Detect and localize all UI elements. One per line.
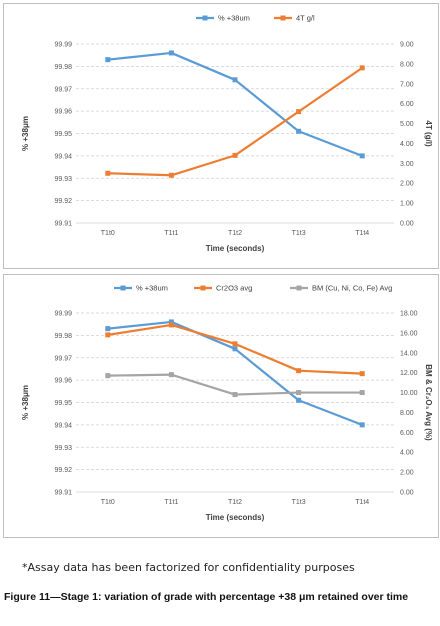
legend-label: % +38um bbox=[136, 284, 168, 293]
data-point bbox=[359, 371, 365, 377]
y2-tick-label: 8.00 bbox=[400, 410, 414, 417]
y-tick-label: 99.97 bbox=[54, 86, 72, 93]
y2-tick-label: 0.00 bbox=[400, 221, 414, 228]
y2-tick-label: 12.00 bbox=[400, 370, 418, 377]
data-point bbox=[105, 57, 111, 63]
y2-tick-label: 6.00 bbox=[400, 430, 414, 437]
data-point bbox=[296, 397, 302, 403]
y2-tick-label: 2.00 bbox=[400, 181, 414, 188]
y2-tick-label: 7.00 bbox=[400, 81, 414, 88]
chart-panel-1: 99.91 99.92 99.93 99.94 99.95 99.96 99.97 99.98… bbox=[3, 3, 439, 269]
figure-caption: Figure 11—Stage 1: variation of grade wi… bbox=[4, 591, 409, 603]
x-tick-label: T1t2 bbox=[228, 499, 242, 506]
data-point bbox=[296, 109, 302, 115]
y2-tick-label: 2.00 bbox=[400, 470, 414, 477]
y2-tick-label: 3.00 bbox=[400, 161, 414, 168]
y2-tick-label: 9.00 bbox=[400, 42, 414, 49]
y2-axis-title: 4T (g/l) bbox=[424, 120, 433, 147]
data-point bbox=[105, 332, 111, 338]
y2-tick-label: 5.00 bbox=[400, 121, 414, 128]
data-point bbox=[232, 77, 238, 83]
y2-tick-label: 1.00 bbox=[400, 201, 414, 208]
data-point bbox=[359, 422, 365, 428]
y-tick-label: 99.98 bbox=[54, 64, 72, 71]
y-tick-label: 99.99 bbox=[54, 311, 72, 318]
y-tick-label: 99.99 bbox=[54, 42, 72, 49]
y-tick-label: 99.95 bbox=[54, 400, 72, 407]
y-axis-title: % +38μm bbox=[21, 385, 30, 420]
data-point bbox=[359, 153, 365, 159]
y2-tick-label: 14.00 bbox=[400, 350, 418, 357]
grade-vs-4t-chart: 99.91 99.92 99.93 99.94 99.95 99.96 99.97 99.98… bbox=[21, 14, 433, 254]
data-point bbox=[359, 65, 365, 71]
legend-label: BM (Cu, Ni, Co, Fe) Avg bbox=[312, 284, 392, 293]
y2-tick-label: 10.00 bbox=[400, 390, 418, 397]
data-point bbox=[105, 373, 111, 379]
grade-vs-cr2o3-bm-chart: 99.91 99.92 99.93 99.94 99.95 99.96 99.97 99.98… bbox=[21, 284, 433, 523]
y-tick-label: 99.93 bbox=[54, 176, 72, 183]
y2-axis-title: BM & Cr₂O₃ Avg (%) bbox=[424, 364, 433, 441]
data-point bbox=[105, 326, 111, 332]
legend-swatch-marker bbox=[200, 285, 206, 291]
data-point bbox=[168, 322, 174, 328]
data-point bbox=[296, 128, 302, 134]
data-point bbox=[232, 152, 238, 158]
data-point bbox=[296, 390, 302, 396]
x-axis-title: Time (seconds) bbox=[206, 244, 265, 253]
data-point bbox=[232, 341, 238, 347]
confidentiality-footnote: *Assay data has been factorized for conf… bbox=[22, 561, 355, 574]
y2-tick-label: 4.00 bbox=[400, 141, 414, 148]
x-tick-label: T1t0 bbox=[101, 230, 115, 237]
y-tick-label: 99.98 bbox=[54, 333, 72, 340]
x-tick-label: T1t1 bbox=[164, 230, 178, 237]
legend-label: % +38um bbox=[218, 14, 250, 23]
x-axis-title: Time (seconds) bbox=[206, 513, 265, 522]
legend-swatch-marker bbox=[296, 285, 302, 291]
data-point bbox=[105, 170, 111, 176]
series-line bbox=[107, 66, 363, 177]
y2-tick-label: 16.00 bbox=[400, 330, 418, 337]
legend-swatch-marker bbox=[120, 285, 126, 291]
series-line bbox=[107, 373, 363, 396]
y2-tick-label: 18.00 bbox=[400, 311, 418, 318]
y2-tick-label: 4.00 bbox=[400, 450, 414, 457]
data-point bbox=[232, 346, 238, 352]
y2-tick-label: 8.00 bbox=[400, 61, 414, 68]
y-tick-label: 99.96 bbox=[54, 109, 72, 116]
y-tick-label: 99.91 bbox=[54, 221, 72, 228]
x-tick-label: T1t4 bbox=[355, 499, 369, 506]
legend-label: 4T g/l bbox=[296, 14, 315, 23]
x-tick-label: T1t3 bbox=[292, 499, 306, 506]
x-tick-label: T1t3 bbox=[292, 230, 306, 237]
y-tick-label: 99.92 bbox=[54, 198, 72, 205]
series-line bbox=[107, 320, 363, 426]
data-point bbox=[168, 319, 174, 325]
data-point bbox=[168, 50, 174, 56]
chart-panel-2: 99.91 99.92 99.93 99.94 99.95 99.96 99.97 99.98… bbox=[3, 274, 439, 538]
data-point bbox=[168, 372, 174, 378]
legend-swatch-marker bbox=[202, 15, 208, 21]
legend-label: Cr2O3 avg bbox=[216, 284, 252, 293]
y2-tick-label: 6.00 bbox=[400, 101, 414, 108]
series-line bbox=[107, 51, 363, 157]
y-tick-label: 99.92 bbox=[54, 467, 72, 474]
y-axis-title: % +38μm bbox=[21, 116, 30, 151]
y-tick-label: 99.96 bbox=[54, 378, 72, 385]
y-tick-label: 99.95 bbox=[54, 131, 72, 138]
y-tick-label: 99.94 bbox=[54, 153, 72, 160]
data-point bbox=[296, 368, 302, 374]
x-tick-label: T1t0 bbox=[101, 499, 115, 506]
data-point bbox=[232, 392, 238, 398]
y2-tick-label: 0.00 bbox=[400, 490, 414, 497]
y-tick-label: 99.94 bbox=[54, 422, 72, 429]
y-tick-label: 99.91 bbox=[54, 490, 72, 497]
y-tick-label: 99.93 bbox=[54, 445, 72, 452]
y-tick-label: 99.97 bbox=[54, 355, 72, 362]
x-tick-label: T1t4 bbox=[355, 230, 369, 237]
x-tick-label: T1t2 bbox=[228, 230, 242, 237]
data-point bbox=[168, 172, 174, 178]
legend-swatch-marker bbox=[280, 15, 286, 21]
x-tick-label: T1t1 bbox=[164, 499, 178, 506]
data-point bbox=[359, 390, 365, 396]
